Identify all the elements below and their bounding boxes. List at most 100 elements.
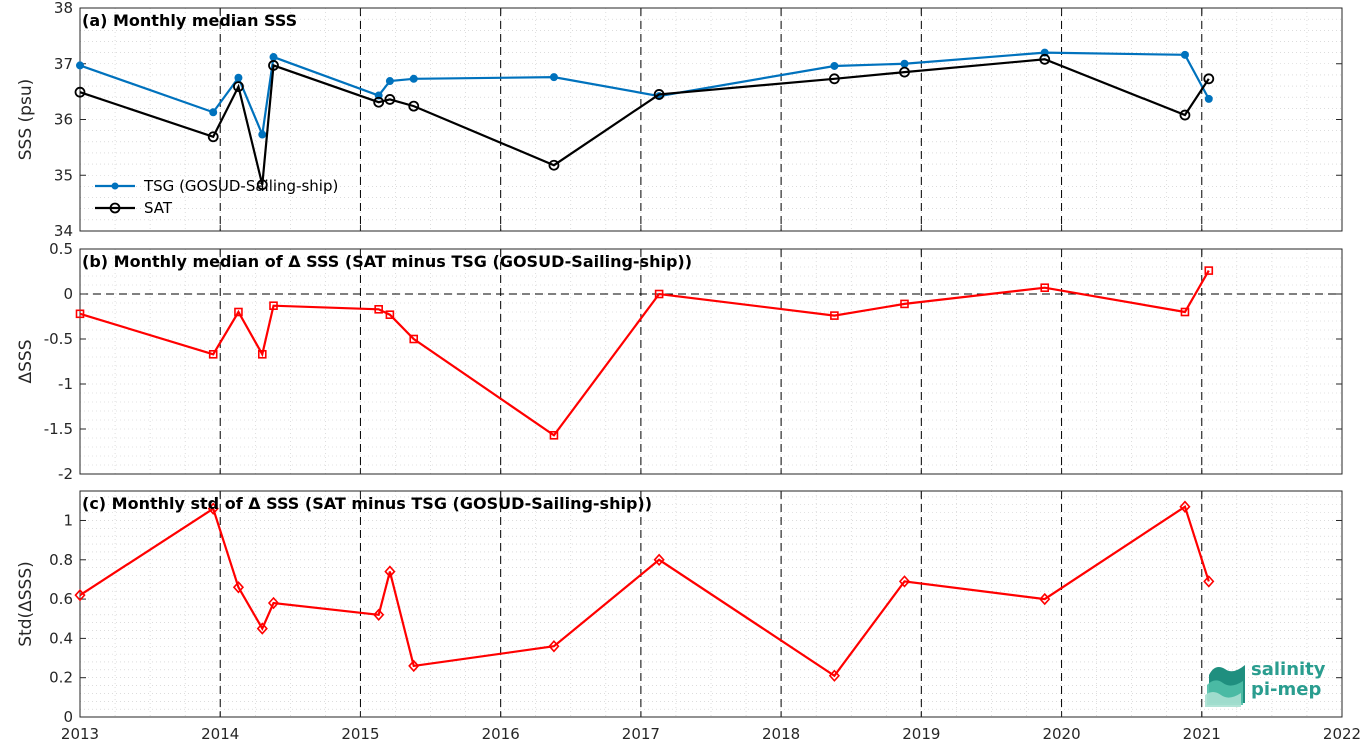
data-point <box>828 73 840 85</box>
data-point <box>1039 592 1051 606</box>
legend-label: TSG (GOSUD-Sailing-ship) <box>143 177 338 195</box>
y-tick-label: 36 <box>54 111 73 129</box>
data-point <box>1040 283 1050 293</box>
axes-box <box>79 248 1343 475</box>
data-point <box>408 659 420 673</box>
data-point <box>385 77 394 86</box>
data-point <box>267 596 280 610</box>
x-tick-label: 2021 <box>1183 725 1221 743</box>
data-point <box>900 299 909 309</box>
panel-title: (a) Monthly median SSS <box>82 11 297 30</box>
y-tick-label: 37 <box>54 55 73 73</box>
data-point <box>269 53 278 62</box>
data-point <box>898 575 911 588</box>
panel-0: 34 35 36 37 38 SSS (psu) (a) Monthly median SS… <box>16 0 1343 240</box>
data-point <box>74 588 86 602</box>
y-tick-label: 0 <box>63 285 73 303</box>
logo-line-2: pi-mep <box>1251 679 1322 700</box>
data-point <box>233 81 244 93</box>
y-tick-label: 0.5 <box>49 240 73 258</box>
series-line-2-0 <box>79 505 1210 678</box>
panel-title: (b) Monthly median of Δ SSS (SAT minus T… <box>82 252 692 271</box>
y-tick-label: 34 <box>54 222 73 240</box>
data-point <box>548 159 560 171</box>
data-point <box>409 74 418 83</box>
y-tick-label: 38 <box>54 0 73 17</box>
panel-title: (c) Monthly std of Δ SSS (SAT minus TSG … <box>82 494 652 513</box>
x-tick-label: 2013 <box>61 725 99 743</box>
y-tick-label: -2 <box>58 465 73 483</box>
data-point <box>209 108 218 117</box>
data-point <box>1204 266 1214 275</box>
data-point <box>1203 73 1215 85</box>
y-tick-label: 35 <box>54 166 73 184</box>
panel-2: 0 0.2 0.4 0.6 0.8 1 2013 2014 2015 2016 2017 2018 20… <box>16 490 1361 743</box>
axes-box <box>79 490 1343 718</box>
data-point <box>830 311 839 320</box>
data-point <box>899 66 910 78</box>
logo-line-1: salinity <box>1251 659 1326 680</box>
data-point <box>900 59 909 68</box>
data-point <box>408 100 420 112</box>
data-point <box>373 96 385 108</box>
y-tick-label: 0 <box>63 708 73 726</box>
data-point <box>268 60 279 71</box>
panel-1: -2 -1.5 -1 -0.5 0 0.5 ΔSSS (b) Monthly median o… <box>16 240 1343 483</box>
series-line-0-0 <box>79 51 1210 139</box>
x-tick-label: 2015 <box>341 725 379 743</box>
data-point <box>374 304 383 314</box>
data-point <box>74 86 86 98</box>
series-line-0-1 <box>79 58 1210 185</box>
data-point <box>208 349 218 359</box>
y-tick-label: 0.8 <box>49 551 73 569</box>
data-point <box>548 640 560 653</box>
data-point <box>234 307 243 317</box>
data-point <box>234 73 243 82</box>
series-line-1-0 <box>79 270 1210 437</box>
x-tick-label: 2017 <box>622 725 660 743</box>
y-axis-label: ΔSSS <box>16 339 36 383</box>
data-point <box>1039 53 1051 65</box>
x-tick-label: 2019 <box>902 725 940 743</box>
salinity-pi-mep-logo: salinity pi-mep <box>1205 655 1335 707</box>
legend: TSG (GOSUD-Sailing-ship) SAT <box>95 177 338 217</box>
logo-waves-icon <box>1205 665 1245 707</box>
x-tick-label: 2018 <box>762 725 800 743</box>
data-point <box>385 310 395 320</box>
data-point <box>76 61 84 70</box>
data-point <box>1203 575 1215 588</box>
data-point <box>653 89 665 100</box>
x-tick-label: 2022 <box>1323 725 1361 743</box>
x-tick-label: 2020 <box>1042 725 1080 743</box>
data-point <box>1180 307 1190 317</box>
data-point <box>207 502 219 515</box>
legend-marker <box>111 182 119 190</box>
data-point <box>1179 109 1191 121</box>
data-point <box>830 61 839 70</box>
y-tick-label: -1 <box>58 375 73 393</box>
data-point <box>269 301 278 311</box>
data-point <box>653 553 665 566</box>
data-point <box>75 309 85 319</box>
y-tick-label: 0.6 <box>49 590 73 608</box>
data-point <box>384 565 396 578</box>
legend-marker <box>109 202 121 214</box>
y-axis-label: SSS (psu) <box>16 79 36 160</box>
data-point <box>258 130 267 139</box>
data-point <box>257 349 267 359</box>
data-point <box>828 669 840 682</box>
data-point <box>256 179 268 191</box>
x-tick-label: 2016 <box>482 725 520 743</box>
data-point <box>549 430 559 440</box>
legend-label: SAT <box>144 199 173 217</box>
data-point <box>654 289 664 299</box>
x-tick-label: 2014 <box>201 725 239 743</box>
data-point <box>373 608 385 622</box>
data-point <box>1179 500 1191 513</box>
y-tick-label: 0.4 <box>49 629 73 647</box>
data-point <box>384 94 396 105</box>
y-axis-label: Std(ΔSSS) <box>16 561 36 647</box>
y-tick-label: 1 <box>63 511 73 529</box>
y-tick-label: -0.5 <box>44 330 73 348</box>
